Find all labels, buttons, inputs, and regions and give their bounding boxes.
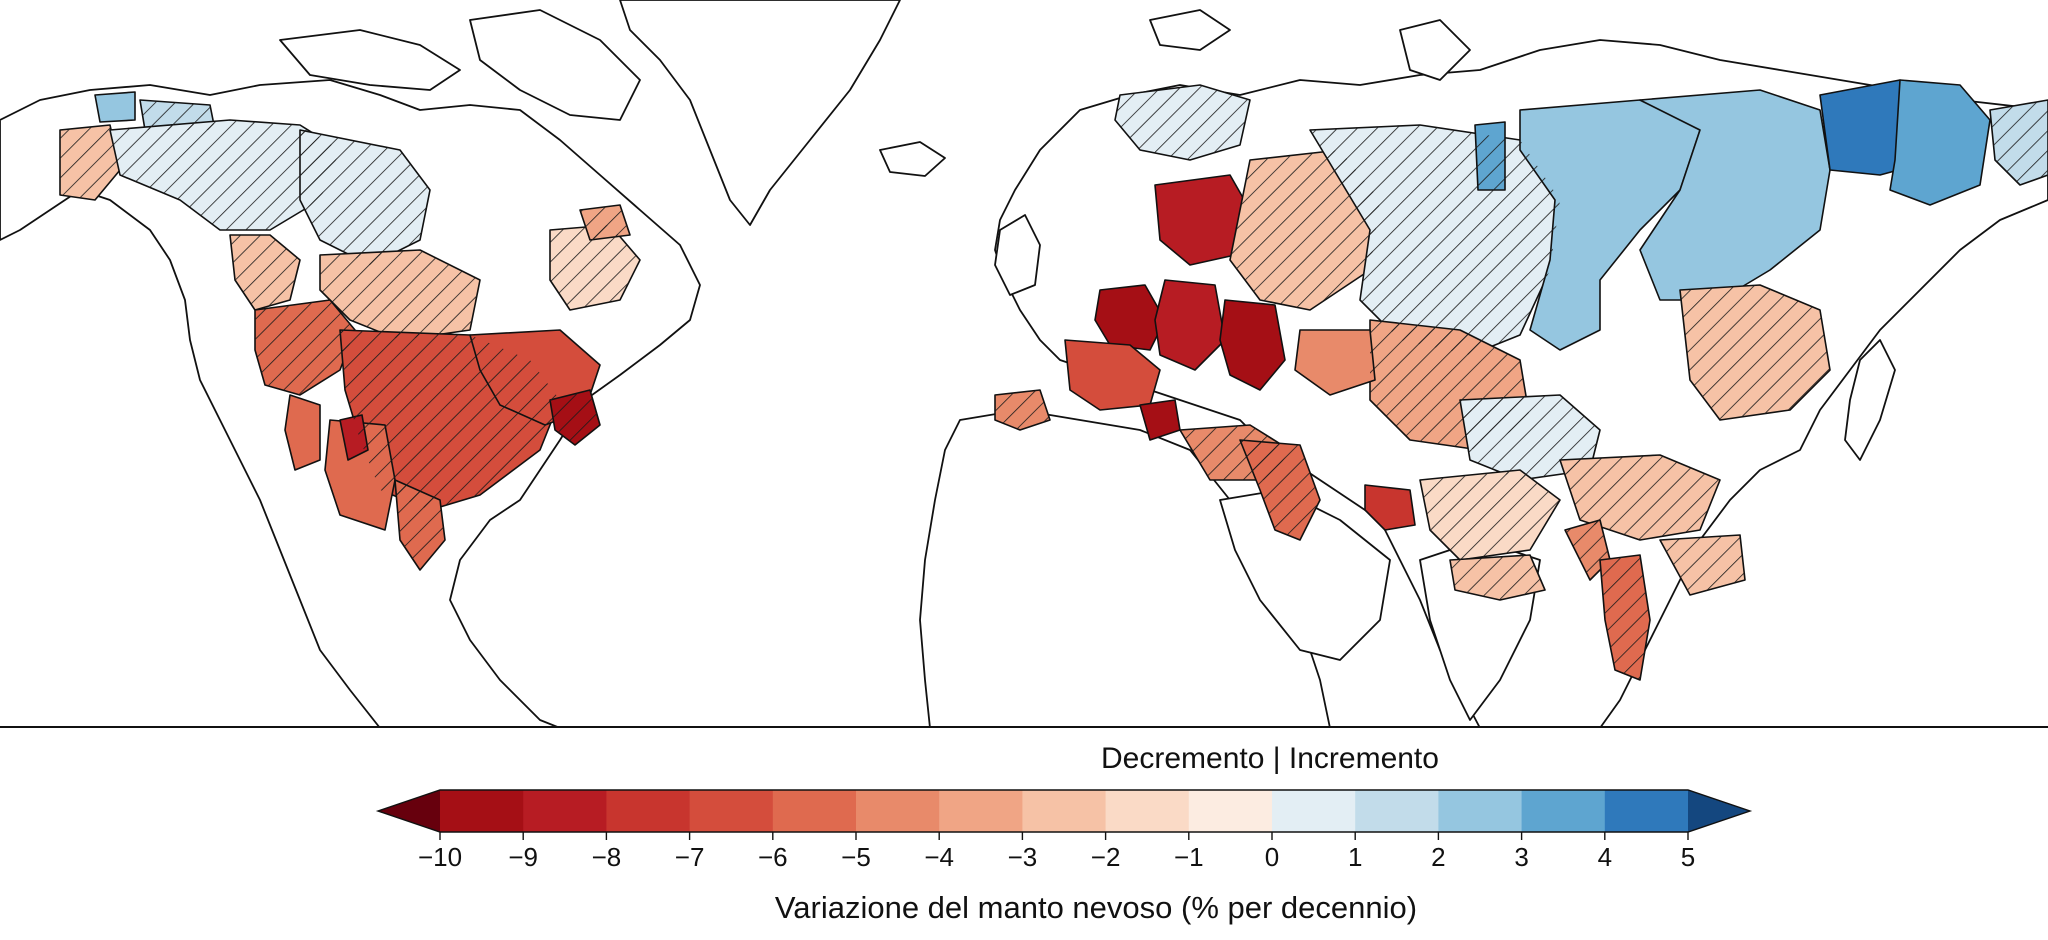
colorbar-segment xyxy=(1521,790,1606,832)
colorbar-tick-label: −9 xyxy=(508,842,538,872)
colorbar-segment xyxy=(1355,790,1439,832)
hatch-mongolia xyxy=(1460,395,1600,480)
colorbar-tick-label: −4 xyxy=(924,842,954,872)
colorbar-segment xyxy=(1438,790,1523,832)
hatch-us-northwest xyxy=(255,300,355,395)
region-kolyma xyxy=(1889,79,1991,206)
landmass-iceland xyxy=(879,141,946,177)
hatch-mekong xyxy=(1565,520,1610,580)
region-germany-poland xyxy=(1094,284,1166,351)
colorbar-tick-label: −10 xyxy=(418,842,462,872)
colorbar-extend-high xyxy=(1688,790,1750,832)
hatch-us-great-plains xyxy=(340,330,560,510)
colorbar-segment xyxy=(689,790,774,832)
landmass-novaya-zemlya xyxy=(1399,19,1471,81)
colorbar-extend-low xyxy=(378,790,440,832)
colorbar-tick-label: −5 xyxy=(841,842,871,872)
hatch-china-south xyxy=(1660,535,1745,595)
landmass-british-isles xyxy=(994,214,1041,296)
hatch-iberia xyxy=(995,390,1050,430)
hatch-canada-west-coast xyxy=(230,235,300,310)
colorbar-tick-label: 3 xyxy=(1514,842,1528,872)
hatch-rio-grande xyxy=(395,480,445,570)
colorbar-segment xyxy=(606,790,691,832)
colorbar-segment xyxy=(440,790,524,832)
hatch-ganges xyxy=(1450,555,1545,600)
hatch-tibet xyxy=(1420,470,1560,560)
landmass-japan xyxy=(1844,339,1896,461)
hatch-amur xyxy=(1680,285,1830,420)
hatch-west-siberia xyxy=(1310,125,1560,355)
hatch-quebec xyxy=(550,225,640,310)
colorbar-segment xyxy=(523,790,607,832)
hatch-canada-central xyxy=(300,130,430,265)
region-california xyxy=(284,394,321,471)
hatch-western-russia xyxy=(1230,150,1380,310)
colorbar-segment xyxy=(939,790,1023,832)
landmass-svalbard xyxy=(1149,9,1231,51)
hatch-us-northeast-coast xyxy=(550,390,600,445)
colorbar-tick-label: 4 xyxy=(1598,842,1612,872)
region-alaska-nw xyxy=(94,91,136,123)
colorbar-segment xyxy=(1188,790,1273,832)
colorbar-tick-label: 0 xyxy=(1265,842,1279,872)
colorbar-segment xyxy=(1022,790,1107,832)
colorbar-tick-label: 1 xyxy=(1348,842,1362,872)
colorbar-tick-label: 5 xyxy=(1681,842,1695,872)
legend-split-label: Decremento | Incremento xyxy=(1101,742,1439,775)
colorbar-segment xyxy=(1604,790,1689,832)
world-map xyxy=(0,0,2048,728)
hatch-alaska-north-slope xyxy=(140,100,215,130)
colorbar-segment xyxy=(772,790,857,832)
region-central-europe xyxy=(1154,279,1226,371)
colorbar-segment xyxy=(1272,790,1356,832)
colorbar-ticks: −10 −9 −8 −7 −6 −5 −4 −3 −2 −1 0 1 2 3 4 5 xyxy=(418,832,1695,872)
colorbar-tick-label: −6 xyxy=(758,842,788,872)
hatch-alaska-west xyxy=(60,125,120,200)
region-ukraine xyxy=(1219,299,1286,391)
hatch-hudson-south xyxy=(320,250,480,340)
hatch-myanmar xyxy=(1600,555,1650,680)
landmass-africa xyxy=(919,409,1331,728)
region-lena xyxy=(1639,89,1831,301)
hatch-chukotka xyxy=(1990,100,2048,185)
hatch-labrador xyxy=(580,205,630,240)
colorbar-tick-label: −7 xyxy=(675,842,705,872)
landmass-arctic-islands xyxy=(279,29,461,91)
hatch-mesopotamia xyxy=(1240,440,1320,540)
hatch-canada-northwest xyxy=(110,120,340,230)
region-caspian xyxy=(1294,329,1376,396)
legend: Decremento | Incremento −10 −9 −8 −7 −6 −5 −4−… xyxy=(0,728,2048,940)
colorbar xyxy=(375,789,1753,833)
hatch-scandinavia xyxy=(1115,85,1250,160)
colorbar-tick-label: −8 xyxy=(592,842,622,872)
landmass-greenland xyxy=(619,0,901,226)
colorbar-segment xyxy=(856,790,940,832)
landmass-baffin xyxy=(469,9,641,121)
colorbar-tick-label: −3 xyxy=(1008,842,1038,872)
region-iran xyxy=(1364,484,1416,531)
colorbar-tick-label: −1 xyxy=(1174,842,1204,872)
colorbar-tick-label: 2 xyxy=(1431,842,1445,872)
colorbar-segment xyxy=(1105,790,1190,832)
hatch-himalaya xyxy=(1560,455,1720,540)
colorbar-tick-label: −2 xyxy=(1091,842,1121,872)
legend-axis-title: Variazione del manto nevoso (% per decen… xyxy=(775,890,1417,925)
